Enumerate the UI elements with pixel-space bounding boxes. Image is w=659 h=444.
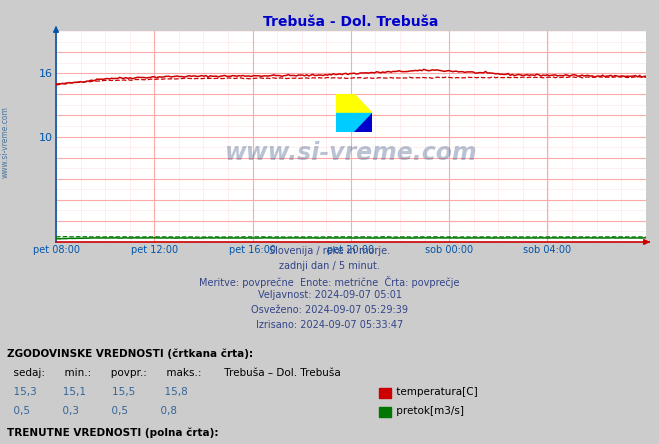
Text: Osveženo: 2024-09-07 05:29:39: Osveženo: 2024-09-07 05:29:39 <box>251 305 408 315</box>
Text: pretok[m3/s]: pretok[m3/s] <box>393 406 464 416</box>
Text: Izrisano: 2024-09-07 05:33:47: Izrisano: 2024-09-07 05:33:47 <box>256 320 403 330</box>
Text: zadnji dan / 5 minut.: zadnji dan / 5 minut. <box>279 261 380 271</box>
Text: Slovenija / reke in morje.: Slovenija / reke in morje. <box>269 246 390 257</box>
Text: www.si-vreme.com: www.si-vreme.com <box>225 141 477 166</box>
Text: Veljavnost: 2024-09-07 05:01: Veljavnost: 2024-09-07 05:01 <box>258 290 401 301</box>
Polygon shape <box>336 113 372 132</box>
Polygon shape <box>336 95 372 113</box>
Text: 15,3        15,1        15,5         15,8: 15,3 15,1 15,5 15,8 <box>7 387 187 397</box>
Title: Trebuša - Dol. Trebuša: Trebuša - Dol. Trebuša <box>263 15 439 28</box>
Text: 0,5          0,3          0,5          0,8: 0,5 0,3 0,5 0,8 <box>7 406 177 416</box>
Text: Meritve: povprečne  Enote: metrične  Črta: povprečje: Meritve: povprečne Enote: metrične Črta:… <box>199 276 460 288</box>
Text: ZGODOVINSKE VREDNOSTI (črtkana črta):: ZGODOVINSKE VREDNOSTI (črtkana črta): <box>7 349 252 359</box>
Text: www.si-vreme.com: www.si-vreme.com <box>1 106 10 178</box>
Polygon shape <box>355 113 372 132</box>
Text: sedaj:      min.:      povpr.:      maks.:       Trebuša – Dol. Trebuša: sedaj: min.: povpr.: maks.: Trebuša – Do… <box>7 368 340 378</box>
Text: TRENUTNE VREDNOSTI (polna črta):: TRENUTNE VREDNOSTI (polna črta): <box>7 428 218 438</box>
Text: temperatura[C]: temperatura[C] <box>393 387 478 397</box>
